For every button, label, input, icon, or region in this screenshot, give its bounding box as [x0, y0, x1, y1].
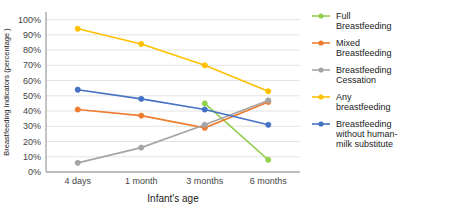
y-tick-label: 40% — [23, 106, 41, 116]
y-tick-label: 10% — [23, 152, 41, 162]
legend-label-line: Full — [336, 11, 351, 21]
y-tick-label: 70% — [23, 60, 41, 70]
grid-line — [46, 141, 300, 142]
grid-line — [46, 19, 300, 20]
y-tick-label: 60% — [23, 76, 41, 86]
grid-line — [46, 34, 300, 35]
legend-label: MixedBreastfeeding — [336, 38, 392, 58]
x-tick-label: 4 days — [64, 176, 91, 186]
grid-line — [46, 65, 300, 66]
legend-label: Breastfeedingwithout human-milk substitu… — [335, 119, 398, 149]
series-line — [78, 100, 269, 162]
legend-marker — [318, 67, 323, 72]
point-marker — [139, 41, 144, 46]
legend-marker — [318, 40, 323, 45]
y-tick-label: 30% — [23, 121, 41, 131]
legend: FullBreastfeedingMixedBreastfeedingBreas… — [312, 11, 398, 149]
legend-label-line: milk substitute — [336, 139, 393, 149]
point-marker — [202, 101, 207, 106]
legend-label: FullBreastfeeding — [336, 11, 392, 31]
grid-line — [46, 50, 300, 51]
legend-label-line: Breastfeeding — [336, 21, 392, 31]
y-tick-label: 20% — [23, 137, 41, 147]
legend-label: BreastfeedingCessation — [336, 65, 392, 85]
x-axis-line — [46, 172, 300, 173]
y-tick-label: 0% — [28, 167, 41, 177]
legend-label-line: Any — [336, 92, 352, 102]
y-axis-label: Breastfeeding Indicators (percentage ) — [2, 28, 11, 156]
point-marker — [202, 107, 207, 112]
point-marker — [202, 63, 207, 68]
legend-marker — [318, 94, 323, 99]
series-line — [78, 90, 269, 125]
y-tick-label: 90% — [23, 30, 41, 40]
point-marker — [75, 87, 80, 92]
series-line — [78, 29, 269, 91]
x-tick-label: 1 month — [125, 176, 158, 186]
legend-label-line: Breastfeeding — [336, 119, 392, 129]
grid-line — [46, 172, 300, 173]
point-marker — [266, 89, 271, 94]
x-axis-label: Infant's age — [147, 193, 199, 204]
grid-line — [46, 95, 300, 96]
plot-area — [75, 26, 271, 165]
point-marker — [139, 145, 144, 150]
legend-marker — [318, 121, 323, 126]
legend-label-line: Cessation — [336, 75, 376, 85]
point-marker — [75, 160, 80, 165]
legend-label-line: Breastfeeding — [336, 65, 392, 75]
point-marker — [75, 26, 80, 31]
point-marker — [139, 113, 144, 118]
y-axis-line — [46, 12, 47, 172]
point-marker — [266, 157, 271, 162]
legend-marker — [318, 13, 323, 18]
grid-line — [46, 126, 300, 127]
y-tick-label: 80% — [23, 45, 41, 55]
point-marker — [266, 98, 271, 103]
legend-label-line: Breastfeeding — [336, 48, 392, 58]
grid-line — [46, 156, 300, 157]
x-tick-label: 3 months — [186, 176, 224, 186]
grid-line — [46, 80, 300, 81]
y-tick-label: 100% — [18, 15, 41, 25]
x-tick-label: 6 months — [250, 176, 288, 186]
legend-label-line: without human- — [335, 129, 398, 139]
point-marker — [139, 96, 144, 101]
point-marker — [202, 122, 207, 127]
point-marker — [266, 122, 271, 127]
chart: 0% 10% 20% 30% 40% 50% 60% 70% 80% 90% 100% 4 days 1… — [0, 0, 474, 216]
point-marker — [75, 107, 80, 112]
legend-label-line: Mixed — [336, 38, 360, 48]
series-line — [78, 102, 269, 128]
legend-label: Anybreastfeeding — [336, 92, 391, 112]
legend-label-line: breastfeeding — [336, 102, 391, 112]
y-tick-label: 50% — [23, 91, 41, 101]
